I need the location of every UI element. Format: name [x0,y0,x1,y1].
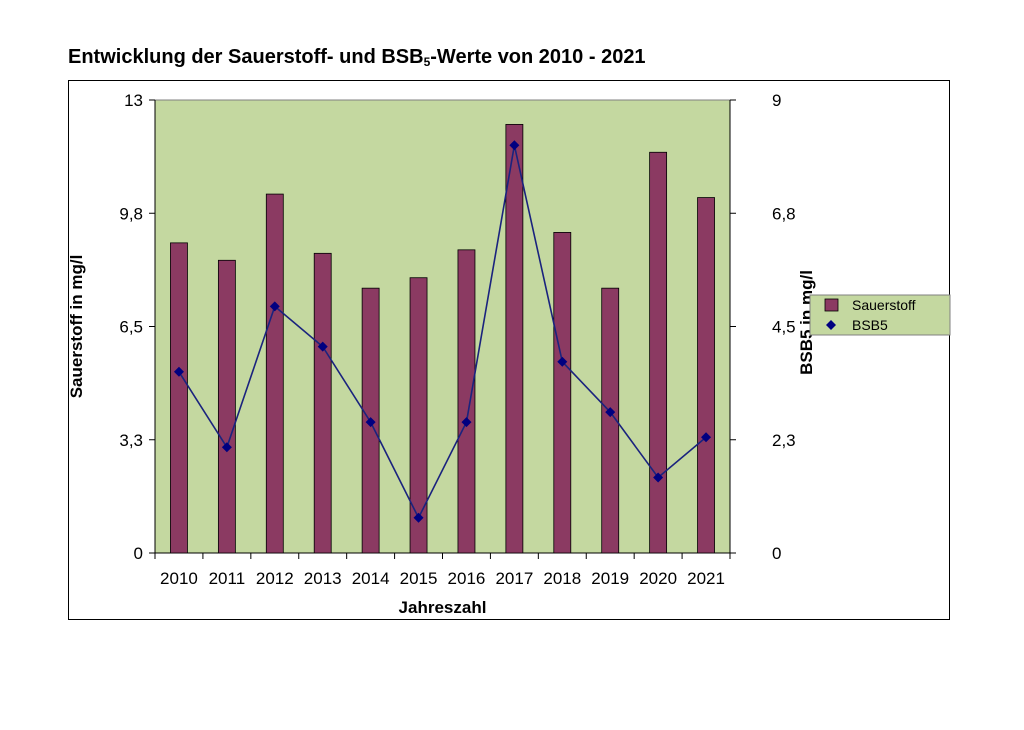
x-tick-label: 2010 [160,569,198,588]
x-tick-label: 2020 [639,569,677,588]
line-point [653,472,664,483]
left-tick-label: 6,5 [119,318,143,337]
line-point [509,140,520,151]
right-tick-label: 9 [772,91,781,110]
bar [217,259,236,554]
legend: Sauerstoff BSB5 [809,294,951,336]
x-axis-label: Jahreszahl [399,598,487,617]
x-tick-label: 2021 [687,569,725,588]
legend-swatch-sauerstoff [824,298,839,312]
line-point [413,512,424,523]
x-tick-label: 2011 [209,569,246,588]
bar [170,242,188,554]
title-subscript: 5 [423,55,431,69]
bar [601,287,620,554]
bar [265,193,284,554]
left-axis: 0 3,3 6,5 9,8 13 [119,91,156,563]
line-point [173,366,184,377]
legend-label-bsb5: BSB5 [852,317,888,333]
line-point [701,432,712,443]
chart-frame [68,80,950,620]
line-point [557,356,568,367]
legend-marker-bsb5 [826,320,836,330]
x-tick-label: 2019 [591,569,629,588]
right-tick-label: 4,5 [772,318,796,337]
bar [313,252,332,554]
line-point [365,417,376,428]
title-main: Entwicklung der Sauerstoff- und BSB [68,46,424,68]
bar-series [170,123,715,554]
x-tick-label: 2018 [543,569,581,588]
left-tick-label: 9,8 [119,204,143,223]
left-tick-label: 13 [124,91,143,110]
left-tick-label: 3,3 [119,431,143,450]
chart-title: Entwicklung der Sauerstoff- und BSB5-Wer… [68,46,646,69]
right-tick-label: 2,3 [772,431,796,450]
bar [409,277,428,554]
line-point [605,407,616,418]
y-axis-label: Sauerstoff in mg/l [67,255,86,399]
x-tick-label: 2012 [256,569,294,588]
bsb5-line [178,145,707,520]
line-point [317,341,328,352]
plot-area [154,99,731,554]
title-tail: -Werte von 2010 - 2021 [430,46,646,68]
x-tick-label: 2017 [495,569,533,588]
line-point [461,417,472,428]
bar [697,197,715,554]
bar [553,232,572,554]
line-point [269,301,280,312]
x-tick-label: 2015 [400,569,438,588]
bar [505,123,524,554]
x-tick-label: 2016 [448,569,486,588]
legend-label-sauerstoff: Sauerstoff [852,297,916,313]
bar [457,249,476,554]
right-tick-label: 0 [772,544,781,563]
x-axis: 2010 2011 2012 2013 2014 2015 2016 2017 2018 2019… [154,552,731,588]
bar [649,151,668,554]
right-axis: 0 2,3 4,5 6,8 9 [729,91,796,563]
left-tick-label: 0 [134,544,143,563]
x-tick-label: 2013 [304,569,342,588]
x-tick-label: 2014 [352,569,390,588]
right-tick-label: 6,8 [772,204,796,223]
line-point [221,442,232,453]
line-series [173,140,712,523]
